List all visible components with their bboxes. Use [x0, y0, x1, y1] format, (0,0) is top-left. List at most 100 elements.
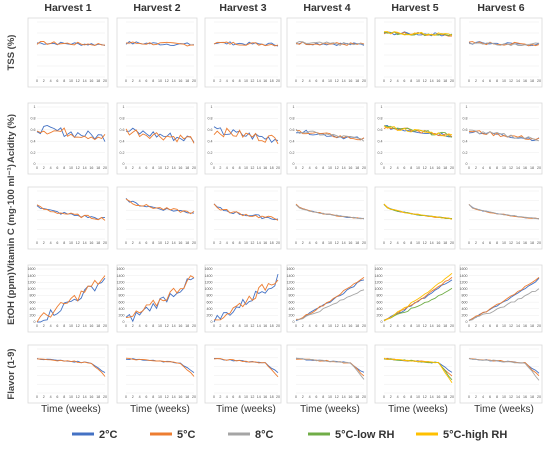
panel-r2-h2: 1 0.8 0.6 0.4 0.2 00 2 4 6 8 10 12 14 16 18 20 — [116, 102, 198, 175]
x-tick-label: 10 — [416, 166, 420, 170]
panel-r1-h2: 0 2 4 6 8 10 12 14 16 18 20 — [116, 17, 198, 88]
x-tick-label: 4 — [139, 79, 141, 83]
x-tick-label: 20 — [192, 166, 196, 170]
y-tick-label: 0.2 — [31, 151, 36, 155]
x-tick-label: 8 — [63, 324, 65, 328]
x-tick-label: 18 — [185, 324, 189, 328]
x-tick-label: 8 — [63, 79, 65, 83]
y-tick-label: 1200 — [205, 280, 213, 284]
panel-r5-h6: 0 2 4 6 8 10 12 14 16 18 20 — [459, 344, 543, 404]
panel-r2-h6: 1 0.8 0.6 0.4 0.2 00 2 4 6 8 10 12 14 16 18 20 — [459, 102, 543, 175]
series-line-8-c — [295, 40, 365, 46]
x-tick-label: 4 — [226, 79, 228, 83]
series-line-2-c — [36, 205, 106, 220]
x-tick-label: 0 — [383, 79, 385, 83]
x-tick-label: 6 — [315, 79, 317, 83]
x-tick-label: 10 — [502, 166, 506, 170]
legend-label: 2°C — [99, 429, 118, 441]
x-tick-label: 4 — [397, 79, 399, 83]
x-tick-label: 12 — [509, 166, 513, 170]
x-tick-label: 6 — [489, 79, 491, 83]
x-tick-label: 18 — [185, 395, 189, 399]
x-tick-label: 4 — [139, 241, 141, 245]
x-tick-label: 12 — [335, 166, 339, 170]
x-tick-label: 2 — [132, 79, 134, 83]
x-tick-label: 16 — [436, 166, 440, 170]
x-tick-label: 12 — [509, 79, 513, 83]
x-tick-label: 0 — [295, 166, 297, 170]
x-tick-label: 12 — [76, 166, 80, 170]
y-tick-label: 0.8 — [120, 117, 125, 121]
x-tick-label: 12 — [76, 241, 80, 245]
x-tick-label: 8 — [239, 166, 241, 170]
series-line-5-c — [36, 204, 106, 221]
y-tick-label: 800 — [377, 294, 383, 298]
x-tick-label: 0 — [468, 79, 470, 83]
x-tick-label: 2 — [219, 395, 221, 399]
x-tick-label: 2 — [43, 79, 45, 83]
x-tick-label: 8 — [63, 166, 65, 170]
panel-r5-h4: 0 2 4 6 8 10 12 14 16 18 20 — [286, 344, 368, 404]
y-tick-label: 0.2 — [378, 151, 383, 155]
x-tick-label: 14 — [172, 324, 176, 328]
x-tick-label: 6 — [56, 395, 58, 399]
x-tick-label: 14 — [257, 79, 261, 83]
x-tick-label: 0 — [36, 79, 38, 83]
x-tick-label: 20 — [450, 395, 454, 399]
y-tick-label: 0 — [211, 162, 213, 166]
x-tick-label: 14 — [172, 79, 176, 83]
x-tick-label: 10 — [416, 395, 420, 399]
series-line-2-c — [213, 274, 279, 323]
x-tick-label: 10 — [244, 166, 248, 170]
x-tick-label: 2 — [43, 395, 45, 399]
x-tick-label: 12 — [509, 241, 513, 245]
x-tick-label: 12 — [335, 241, 339, 245]
y-tick-label: 1600 — [205, 267, 213, 271]
panel-r4-h6: 1600 1400 1200 1000 800 600 400 200 00 2 4 6 8 10 12 14… — [460, 264, 543, 333]
x-tick-label: 12 — [165, 166, 169, 170]
x-tick-label: 0 — [295, 241, 297, 245]
x-tick-label: 4 — [482, 166, 484, 170]
panel-r3-h2: 0 2 4 6 8 10 12 14 16 18 20 — [116, 186, 198, 250]
x-tick-label: 8 — [322, 166, 324, 170]
x-tick-label: 16 — [436, 395, 440, 399]
x-tick-label: 20 — [362, 79, 366, 83]
row-label-2: Acidity (%) — [6, 114, 17, 163]
x-tick-label: 12 — [165, 395, 169, 399]
series-line-5-c-high-rh — [383, 357, 453, 383]
x-tick-label: 18 — [443, 324, 447, 328]
x-tick-label: 18 — [270, 241, 274, 245]
x-tick-label: 10 — [328, 241, 332, 245]
x-tick-label: 14 — [83, 166, 87, 170]
x-tick-label: 10 — [502, 79, 506, 83]
x-tick-label: 14 — [342, 395, 346, 399]
x-tick-label: 14 — [257, 395, 261, 399]
series-line-5-c-high-rh — [383, 272, 453, 322]
y-tick-label: 1600 — [375, 267, 383, 271]
x-tick-label: 6 — [56, 79, 58, 83]
x-tick-label: 10 — [69, 166, 73, 170]
series-line-8-c — [468, 129, 540, 142]
y-tick-label: 800 — [119, 294, 125, 298]
x-tick-label: 6 — [232, 324, 234, 328]
x-tick-label: 2 — [390, 241, 392, 245]
panel-r2-h4: 1 0.8 0.6 0.4 0.2 00 2 4 6 8 10 12 14 16 18 20 — [286, 102, 368, 175]
y-tick-label: 0 — [293, 320, 295, 324]
x-tick-label: 2 — [219, 241, 221, 245]
series-line-8-c — [295, 204, 365, 219]
series-line-5-c — [213, 203, 279, 221]
x-tick-label: 4 — [226, 395, 228, 399]
x-axis-title: Time (weeks) — [130, 404, 190, 415]
x-tick-label: 0 — [125, 166, 127, 170]
x-tick-label: 18 — [530, 241, 534, 245]
x-tick-label: 0 — [295, 324, 297, 328]
x-axis-title: Time (weeks) — [41, 404, 101, 415]
x-tick-label: 18 — [96, 395, 100, 399]
x-tick-label: 10 — [158, 395, 162, 399]
x-tick-label: 16 — [348, 241, 352, 245]
y-tick-label: 200 — [377, 314, 383, 318]
y-tick-label: 400 — [462, 307, 468, 311]
series-line-5-c — [36, 127, 106, 141]
y-tick-label: 0.8 — [463, 117, 468, 121]
